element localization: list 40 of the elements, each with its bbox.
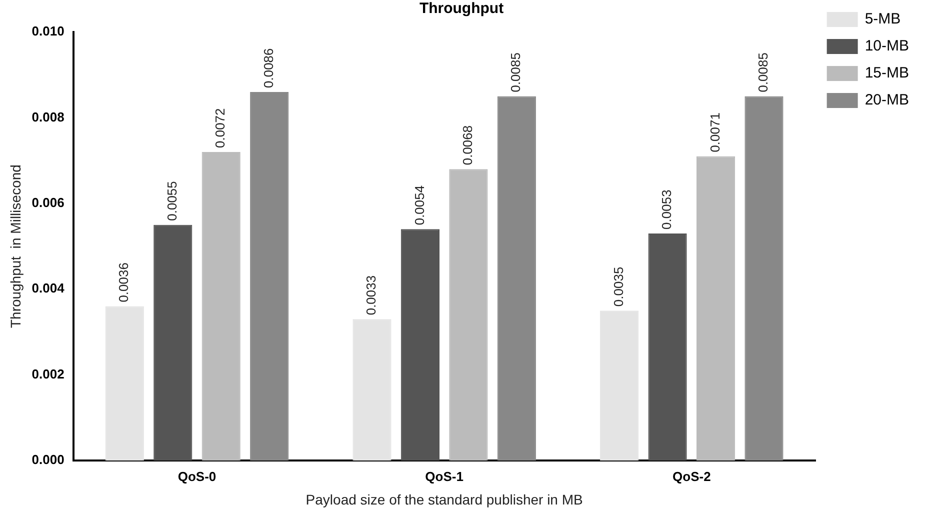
bar xyxy=(648,233,687,461)
data-label: 0.0085 xyxy=(756,52,771,92)
bar xyxy=(250,92,289,461)
bar xyxy=(696,156,736,461)
data-label: 0.0054 xyxy=(412,185,427,226)
legend-label: 20-MB xyxy=(864,92,910,109)
data-label: 0.0071 xyxy=(707,112,722,152)
bar xyxy=(352,319,392,461)
data-label: 0.0068 xyxy=(460,125,476,166)
data-label: 0.0035 xyxy=(610,266,626,307)
y-tick-label: 0.000 xyxy=(32,452,64,468)
bar xyxy=(600,310,639,461)
x-tick-label: QoS-0 xyxy=(178,468,216,484)
y-tick-label: 0.004 xyxy=(32,280,66,296)
data-label: 0.0072 xyxy=(212,108,228,148)
data-label: 0.0086 xyxy=(260,48,276,88)
data-label: 0.0085 xyxy=(508,52,524,92)
x-axis-title: Payload size of the standard publisher in MB xyxy=(306,491,583,508)
data-label: 0.0036 xyxy=(116,262,132,302)
bar xyxy=(400,229,440,461)
bar xyxy=(105,306,144,461)
bar xyxy=(154,224,192,461)
y-tick-label: 0.006 xyxy=(32,195,64,210)
legend-label: 15-MB xyxy=(864,64,910,82)
legend-label: 10-MB xyxy=(864,38,910,55)
data-label: 0.0055 xyxy=(164,181,180,221)
data-label: 0.0053 xyxy=(659,190,674,230)
x-tick-label: QoS-2 xyxy=(672,468,711,484)
y-tick-label: 0.002 xyxy=(32,366,64,382)
bar xyxy=(744,96,784,461)
y-tick-label: 0.008 xyxy=(32,109,64,124)
chart-title: Throughput xyxy=(419,0,504,18)
bar xyxy=(202,152,240,461)
y-axis-title: Throughput in Millisecond xyxy=(7,164,24,328)
bar xyxy=(497,96,536,461)
legend-label: 5-MB xyxy=(864,10,901,28)
bar xyxy=(449,169,488,461)
y-tick-label: 0.010 xyxy=(32,24,64,39)
x-tick-label: QoS-1 xyxy=(425,468,464,484)
data-label: 0.0033 xyxy=(364,275,379,316)
